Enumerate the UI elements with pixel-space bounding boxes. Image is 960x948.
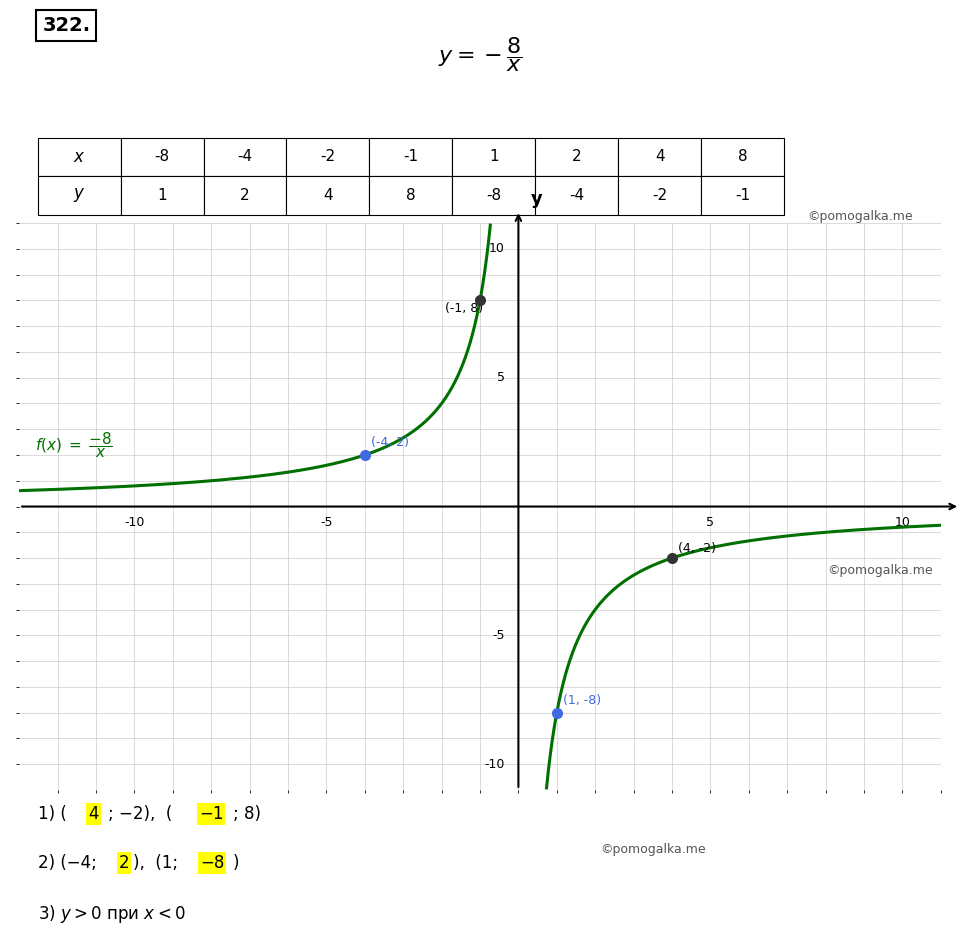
Bar [37,176,121,214]
Text: ©pomogalka.me: ©pomogalka.me [828,564,933,577]
Text: (-4, 2): (-4, 2) [371,436,409,449]
Text: 4: 4 [88,805,99,823]
Text: 2: 2 [240,188,250,203]
Text: 10: 10 [489,243,505,255]
Text: ): ) [233,854,239,872]
Text: −1: −1 [199,805,224,823]
Text: ©pomogalka.me: ©pomogalka.me [807,210,913,223]
Text: −8: −8 [200,854,225,872]
Text: -4: -4 [237,150,252,164]
Text: -2: -2 [321,150,335,164]
Bar [618,176,701,214]
Bar [204,176,286,214]
Text: -5: -5 [492,629,505,642]
Text: ; −2),  (: ; −2), ( [108,805,172,823]
Text: 8: 8 [406,188,416,203]
Text: -1: -1 [403,150,419,164]
Text: (4, -2): (4, -2) [678,541,716,555]
Bar [286,137,370,176]
Bar [370,137,452,176]
Text: 2: 2 [119,854,130,872]
Bar [701,176,784,214]
Text: 10: 10 [895,516,910,529]
Text: 5: 5 [707,516,714,529]
Bar [536,137,618,176]
Bar [452,137,536,176]
Bar [701,137,784,176]
Bar [536,176,618,214]
Text: 1: 1 [489,150,498,164]
Bar [121,137,204,176]
Text: $y$: $y$ [73,187,85,205]
Bar [452,176,536,214]
Text: -10: -10 [124,516,145,529]
Text: 8: 8 [738,150,748,164]
Bar [37,137,121,176]
Text: $\mathbf{y}$: $\mathbf{y}$ [530,192,543,210]
Text: $f(x)\;=\;\dfrac{-8}{x}$: $f(x)\;=\;\dfrac{-8}{x}$ [35,429,112,460]
Text: 1) (: 1) ( [37,805,66,823]
Text: -4: -4 [569,188,585,203]
Text: -5: -5 [320,516,333,529]
Text: 3) $y > 0$ при $x < 0$: 3) $y > 0$ при $x < 0$ [37,902,185,925]
Text: 4: 4 [324,188,333,203]
Text: -1: -1 [735,188,750,203]
Text: 5: 5 [497,372,505,384]
Text: ; 8): ; 8) [233,805,261,823]
Text: 2) (−4;: 2) (−4; [37,854,102,872]
Text: 2: 2 [572,150,582,164]
Bar [121,176,204,214]
Text: 4: 4 [655,150,664,164]
Text: -8: -8 [155,150,170,164]
Bar [286,176,370,214]
Text: -8: -8 [487,188,501,203]
Text: 1: 1 [157,188,167,203]
Bar [618,137,701,176]
Text: 322.: 322. [42,16,90,35]
Text: $x$: $x$ [73,148,85,166]
Text: ©pomogalka.me: ©pomogalka.me [600,843,706,856]
Text: -10: -10 [485,757,505,771]
Bar [204,137,286,176]
Text: (1, -8): (1, -8) [563,694,601,706]
Bar [370,176,452,214]
Text: $y = -\dfrac{8}{x}$: $y = -\dfrac{8}{x}$ [438,35,522,74]
Text: ),  (1;: ), (1; [132,854,183,872]
Text: -2: -2 [652,188,667,203]
Text: (-1, 8): (-1, 8) [445,302,484,315]
